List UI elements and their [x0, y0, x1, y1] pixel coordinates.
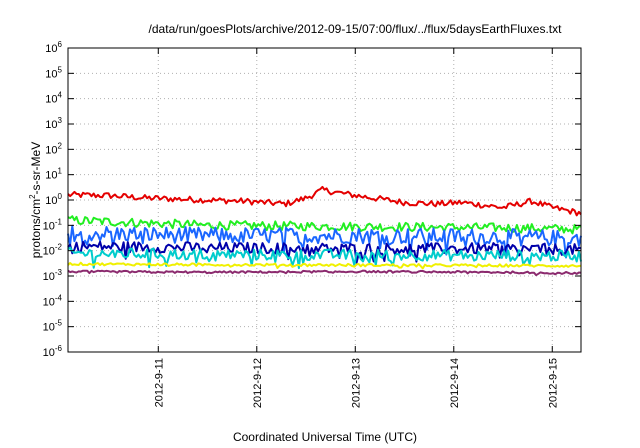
y-tick-label: 10-3 — [43, 268, 63, 283]
y-tick-label: 101 — [45, 167, 62, 182]
flux-series-5 — [67, 246, 582, 270]
y-tick-label: 106 — [45, 40, 62, 55]
y-tick-base: 10 — [45, 94, 57, 106]
y-tick-base: 10 — [45, 144, 57, 156]
x-tick-label: 2012-9-14 — [449, 358, 461, 408]
y-tick-exponent: 0 — [58, 192, 63, 201]
y-tick-exponent: 3 — [58, 116, 63, 125]
y-tick-label: 10-2 — [43, 243, 63, 258]
flux-series-6 — [67, 261, 582, 270]
y-tick-label: 104 — [45, 91, 62, 106]
y-axis-title-exponent: 2 — [28, 194, 37, 199]
y-tick-exponent: -2 — [55, 243, 63, 252]
y-tick-exponent: -6 — [55, 344, 63, 353]
y-tick-exponent: 5 — [58, 65, 63, 74]
y-tick-base: 10 — [43, 296, 55, 308]
y-tick-exponent: 1 — [58, 167, 63, 176]
y-tick-label: 103 — [45, 116, 62, 131]
y-tick-exponent: 6 — [58, 40, 63, 49]
y-axis-title: protons/cm2-s-sr-MeV — [28, 142, 43, 258]
x-tick-label: 2012-9-13 — [350, 358, 362, 408]
y-tick-base: 10 — [43, 271, 55, 283]
series-group — [67, 185, 582, 277]
y-tick-label: 100 — [45, 192, 62, 207]
y-tick-base: 10 — [43, 322, 55, 334]
tick-marks — [68, 47, 581, 353]
x-tick-labels: 2012-9-11 2012-9-12 2012-9-13 2012-9-14 2012… — [153, 358, 559, 408]
grid — [68, 48, 581, 352]
y-tick-label: 10-4 — [43, 293, 63, 308]
y-tick-base: 10 — [43, 246, 55, 258]
x-axis-title: Coordinated Universal Time (UTC) — [233, 430, 417, 444]
y-tick-label: 102 — [45, 141, 62, 156]
y-tick-base: 10 — [43, 347, 55, 359]
y-tick-base: 10 — [45, 195, 57, 207]
chart-title: /data/run/goesPlots/archive/2012-09-15/0… — [149, 22, 563, 36]
x-tick-label: 2012-9-15 — [547, 358, 559, 408]
y-tick-exponent: 4 — [58, 91, 63, 100]
y-tick-labels: 10-610-510-410-310-210-11001011021031041… — [43, 40, 63, 359]
flux-series-2 — [67, 215, 582, 235]
y-tick-exponent: -4 — [55, 293, 63, 302]
y-tick-label: 10-6 — [43, 344, 63, 359]
y-tick-base: 10 — [45, 68, 57, 80]
x-tick-label: 2012-9-12 — [252, 358, 264, 408]
flux-series-1 — [67, 185, 582, 217]
flux-series-3 — [67, 224, 582, 259]
y-tick-base: 10 — [45, 43, 57, 55]
y-tick-label: 105 — [45, 65, 62, 80]
y-tick-exponent: -1 — [55, 217, 63, 226]
y-tick-base: 10 — [45, 119, 57, 131]
y-tick-exponent: -5 — [55, 319, 63, 328]
y-tick-base: 10 — [43, 220, 55, 232]
y-tick-exponent: 2 — [58, 141, 63, 150]
y-axis-title-units: -s-sr-MeV — [29, 142, 43, 195]
y-tick-label: 10-5 — [43, 319, 63, 334]
x-tick-label: 2012-9-11 — [153, 358, 165, 407]
y-tick-exponent: -3 — [55, 268, 63, 277]
y-tick-label: 10-1 — [43, 217, 63, 232]
flux-series-7 — [67, 269, 582, 277]
y-tick-base: 10 — [45, 170, 57, 182]
y-axis-title-main: protons/cm — [29, 199, 43, 258]
